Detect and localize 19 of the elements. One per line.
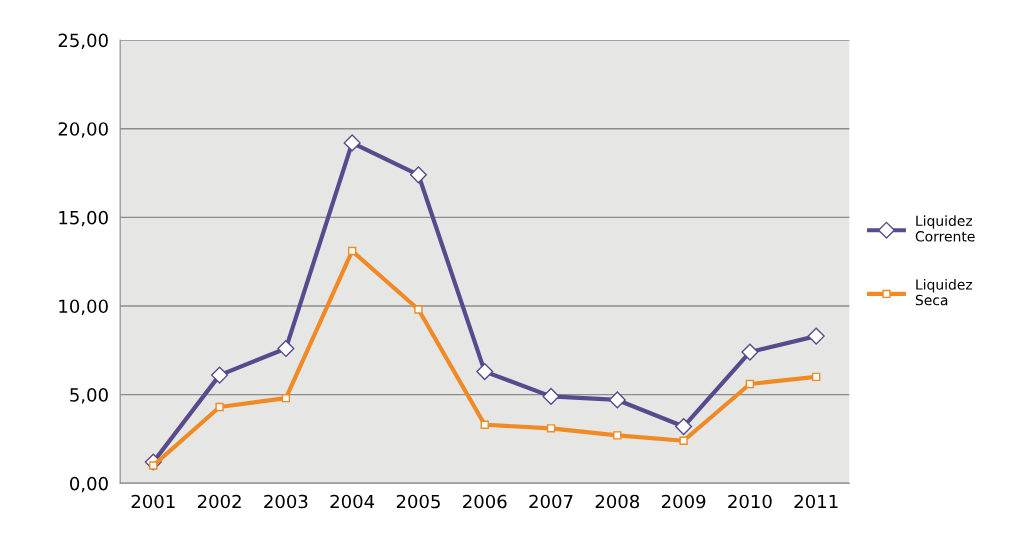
y-tick-label: 25,00 (58, 33, 108, 50)
x-tick-label: 2011 (794, 494, 838, 509)
x-tick-label: 2002 (197, 494, 241, 509)
legend-label: Liquidez Corrente (915, 215, 975, 242)
y-tick-label: 15,00 (59, 210, 108, 227)
y-tick-label: 20,00 (58, 122, 108, 138)
x-tick-label: 2005 (396, 494, 440, 509)
y-tick-label: 10,00 (59, 299, 108, 315)
x-tick-label: 2007 (529, 494, 573, 509)
y-tick-label: 5,00 (70, 388, 108, 404)
x-tick-label: 2001 (131, 494, 175, 509)
legend-label: Liquidez Seca (915, 279, 973, 306)
x-tick-label: 2010 (728, 494, 772, 509)
y-tick-label: 0,00 (70, 476, 108, 493)
x-tick-label: 2006 (463, 494, 507, 509)
x-tick-label: 2008 (595, 494, 640, 509)
x-tick-label: 2009 (661, 494, 706, 509)
x-tick-label: 2003 (264, 494, 308, 509)
x-tick-label: 2004 (330, 494, 375, 509)
